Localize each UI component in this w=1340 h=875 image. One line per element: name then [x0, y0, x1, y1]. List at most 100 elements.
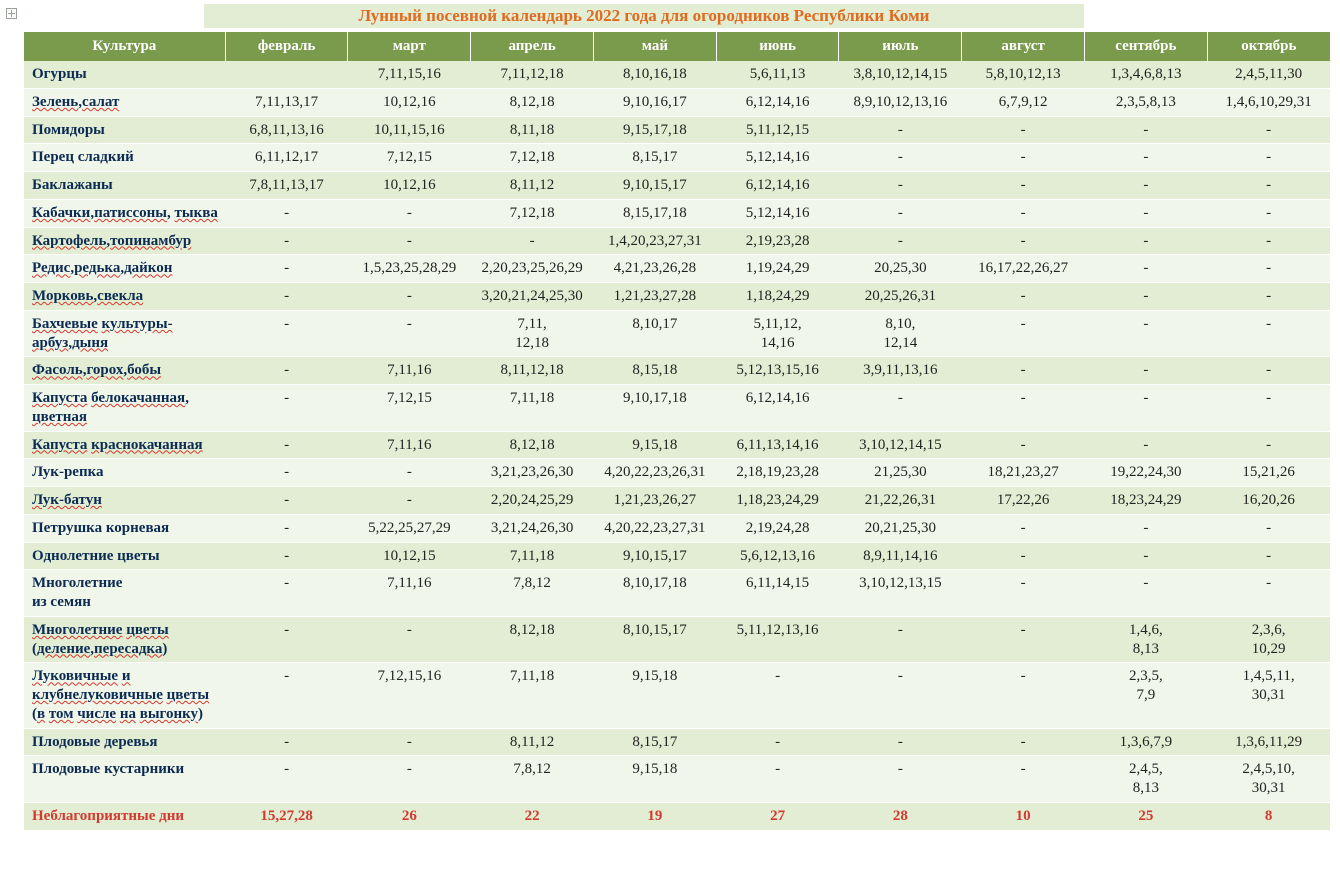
date-cell: 19,22,24,30	[1084, 459, 1207, 487]
date-cell: 2,20,24,25,29	[471, 487, 594, 515]
date-cell: -	[1084, 116, 1207, 144]
date-cell: -	[1207, 431, 1330, 459]
col-header-month: май	[593, 32, 716, 61]
date-cell: -	[225, 283, 348, 311]
date-cell: -	[1084, 385, 1207, 432]
date-cell: -	[962, 172, 1085, 200]
date-cell: 7,11,18	[471, 542, 594, 570]
date-cell: -	[1084, 227, 1207, 255]
date-cell: 1,3,4,6,8,13	[1084, 61, 1207, 88]
date-cell: 8,10,16,18	[593, 61, 716, 88]
date-cell: -	[962, 542, 1085, 570]
date-cell: 7,11,16	[348, 570, 471, 617]
date-cell: 8,15,17,18	[593, 199, 716, 227]
date-cell: -	[716, 728, 839, 756]
date-cell: 10,12,15	[348, 542, 471, 570]
date-cell: 1,21,23,27,28	[593, 283, 716, 311]
culture-cell: Лук-репка	[24, 459, 225, 487]
date-cell: -	[1084, 570, 1207, 617]
date-cell: -	[1084, 431, 1207, 459]
date-cell: -	[1207, 385, 1330, 432]
date-cell: -	[225, 756, 348, 803]
date-cell: 8,12,18	[471, 431, 594, 459]
culture-cell: Однолетние цветы	[24, 542, 225, 570]
date-cell: 8,11,18	[471, 116, 594, 144]
date-cell: 2,3,5,7,9	[1084, 663, 1207, 728]
date-cell: -	[839, 199, 962, 227]
date-cell: -	[962, 144, 1085, 172]
date-cell: 5,6,11,13	[716, 61, 839, 88]
date-cell: -	[225, 728, 348, 756]
date-cell: 9,15,17,18	[593, 116, 716, 144]
table-row: Луковичные и клубнелуковичные цветы (в т…	[24, 663, 1330, 728]
date-cell: -	[1207, 514, 1330, 542]
date-cell: 7,11,16	[348, 357, 471, 385]
date-cell: 1,21,23,26,27	[593, 487, 716, 515]
date-cell: 5,12,13,15,16	[716, 357, 839, 385]
table-row: Помидоры6,8,11,13,1610,11,15,168,11,189,…	[24, 116, 1330, 144]
date-cell: 9,10,17,18	[593, 385, 716, 432]
date-cell: 10,12,16	[348, 88, 471, 116]
date-cell: -	[1084, 172, 1207, 200]
unfavorable-days-row: Неблагоприятные дни15,27,282622192728102…	[24, 802, 1330, 830]
date-cell: -	[225, 310, 348, 357]
date-cell: -	[1207, 199, 1330, 227]
date-cell: -	[1207, 116, 1330, 144]
table-row: Бахчевые культуры-арбуз,дыня--7,11,12,18…	[24, 310, 1330, 357]
date-cell: -	[1207, 357, 1330, 385]
date-cell: 8,10,17,18	[593, 570, 716, 617]
culture-cell: Капуста белокачанная, цветная	[24, 385, 225, 432]
date-cell: -	[348, 487, 471, 515]
culture-cell: Многолетние цветы (деление,пересадка)	[24, 616, 225, 663]
date-cell: 8,11,12,18	[471, 357, 594, 385]
date-cell: -	[225, 487, 348, 515]
date-cell: 9,15,18	[593, 431, 716, 459]
date-cell: 1,4,5,11,30,31	[1207, 663, 1330, 728]
date-cell: 5,22,25,27,29	[348, 514, 471, 542]
date-cell: 2,19,24,28	[716, 514, 839, 542]
date-cell: -	[962, 663, 1085, 728]
date-cell: 20,25,30	[839, 255, 962, 283]
date-cell: 6,12,14,16	[716, 385, 839, 432]
table-row: Редис,редька,дайкон-1,5,23,25,28,292,20,…	[24, 255, 1330, 283]
date-cell: 4,20,22,23,26,31	[593, 459, 716, 487]
date-cell: 16,20,26	[1207, 487, 1330, 515]
date-cell: 17,22,26	[962, 487, 1085, 515]
date-cell: 7,12,15	[348, 385, 471, 432]
date-cell: -	[225, 459, 348, 487]
date-cell: 8,10,15,17	[593, 616, 716, 663]
date-cell: 2,3,5,8,13	[1084, 88, 1207, 116]
date-cell: 1,19,24,29	[716, 255, 839, 283]
culture-cell: Зелень,салат	[24, 88, 225, 116]
planting-calendar-table: Культурафевральмартапрельмайиюньиюльавгу…	[24, 32, 1330, 831]
table-row: Лук-репка--3,21,23,26,304,20,22,23,26,31…	[24, 459, 1330, 487]
date-cell: 6,11,12,17	[225, 144, 348, 172]
date-cell: -	[1084, 310, 1207, 357]
date-cell: -	[962, 283, 1085, 311]
date-cell: 7,11,12,18	[471, 310, 594, 357]
date-cell: 1,18,24,29	[716, 283, 839, 311]
date-cell: -	[962, 616, 1085, 663]
date-cell: 7,11,15,16	[348, 61, 471, 88]
table-row: Плодовые деревья--8,11,128,15,17---1,3,6…	[24, 728, 1330, 756]
date-cell: 7,8,12	[471, 570, 594, 617]
culture-cell: Кабачки,патиссоны, тыква	[24, 199, 225, 227]
table-row: Кабачки,патиссоны, тыква--7,12,188,15,17…	[24, 199, 1330, 227]
col-header-culture: Культура	[24, 32, 225, 61]
date-cell: 3,9,11,13,16	[839, 357, 962, 385]
table-row: Петрушка корневая-5,22,25,27,293,21,24,2…	[24, 514, 1330, 542]
date-cell: 4,21,23,26,28	[593, 255, 716, 283]
date-cell: -	[348, 756, 471, 803]
date-cell: 22	[471, 802, 594, 830]
table-row: Однолетние цветы-10,12,157,11,189,10,15,…	[24, 542, 1330, 570]
date-cell: -	[225, 385, 348, 432]
table-row: Фасоль,горох,бобы-7,11,168,11,12,188,15,…	[24, 357, 1330, 385]
date-cell: -	[1207, 255, 1330, 283]
date-cell: 8,10,17	[593, 310, 716, 357]
date-cell: 8,12,18	[471, 88, 594, 116]
date-cell: -	[716, 663, 839, 728]
date-cell: 9,10,15,17	[593, 172, 716, 200]
date-cell: 16,17,22,26,27	[962, 255, 1085, 283]
date-cell: 6,11,13,14,16	[716, 431, 839, 459]
date-cell: -	[225, 255, 348, 283]
